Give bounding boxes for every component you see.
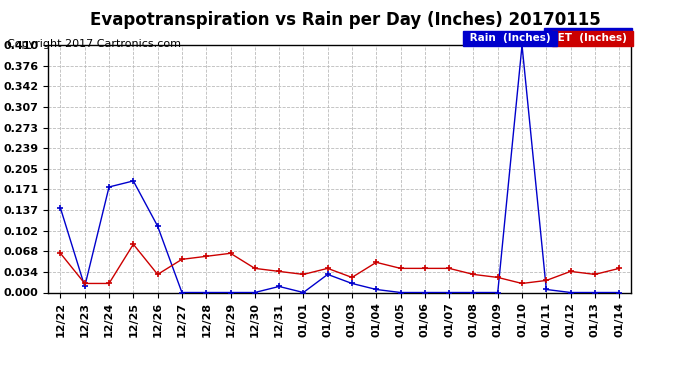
Text: ET  (Inches): ET (Inches) <box>554 33 631 43</box>
Text: Rain  (Inches): Rain (Inches) <box>466 33 554 43</box>
Text: Evapotranspiration vs Rain per Day (Inches) 20170115: Evapotranspiration vs Rain per Day (Inch… <box>90 11 600 29</box>
Text: Rain  (Inches): Rain (Inches) <box>547 31 629 41</box>
Text: Copyright 2017 Cartronics.com: Copyright 2017 Cartronics.com <box>7 39 181 50</box>
